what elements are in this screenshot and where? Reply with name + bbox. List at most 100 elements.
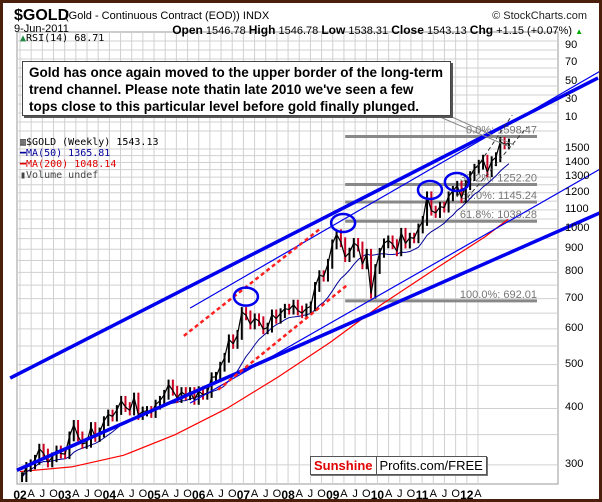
sunshine-profits-logo[interactable]: Sunshine Profits.com/FREE bbox=[310, 456, 487, 475]
ma200-legend: ━MA(200) 1048.14 bbox=[20, 159, 116, 170]
fib-label: 100.0%: 692.01 bbox=[460, 289, 537, 301]
price-segment bbox=[133, 397, 139, 416]
trendline-thick bbox=[9, 76, 599, 380]
price-segment bbox=[422, 196, 428, 221]
ohlc-readout: Open 1546.78 High 1546.78 Low 1538.31 Cl… bbox=[172, 23, 583, 37]
rsi-tick-label: 30 bbox=[565, 93, 578, 105]
price-segment bbox=[215, 366, 221, 378]
trendline-thick bbox=[16, 211, 599, 472]
y-tick-label: 1200 bbox=[565, 185, 590, 198]
y-tick-label: 500 bbox=[565, 357, 584, 370]
price-segment bbox=[344, 252, 350, 258]
price-segment bbox=[361, 253, 368, 265]
rsi-tick-label: 70 bbox=[565, 56, 578, 68]
x-tick-label: 07 bbox=[236, 488, 251, 502]
up-triangle-icon: ▲ bbox=[575, 27, 583, 36]
price-segment bbox=[116, 400, 122, 411]
x-tick-label: O bbox=[93, 488, 103, 500]
callout-pointer bbox=[439, 116, 511, 148]
top-circle bbox=[329, 212, 357, 234]
price-segment bbox=[193, 390, 200, 401]
rsi-icon: ▲ bbox=[20, 33, 27, 44]
price-segment bbox=[310, 286, 316, 307]
price-segment bbox=[495, 141, 501, 158]
price-segment bbox=[409, 237, 415, 239]
close-label: Close bbox=[391, 23, 424, 37]
x-tick-label: J bbox=[307, 488, 314, 500]
price-segment bbox=[263, 327, 268, 330]
price-segment bbox=[400, 232, 407, 244]
price-segment bbox=[249, 318, 256, 325]
price-segment bbox=[138, 410, 144, 416]
x-tick-label: J bbox=[352, 488, 358, 500]
price-segment bbox=[163, 384, 170, 395]
price-segment bbox=[129, 397, 135, 411]
open-label: Open bbox=[172, 23, 203, 37]
price-segment bbox=[314, 274, 320, 288]
y-tick-label: 700 bbox=[565, 291, 584, 304]
y-tick-label: 900 bbox=[565, 242, 584, 255]
price-segment bbox=[107, 413, 113, 418]
price-segment bbox=[504, 142, 510, 145]
x-tick-label: J bbox=[128, 488, 135, 500]
price-segment bbox=[348, 242, 355, 253]
rsi-tick-label: 10 bbox=[565, 111, 578, 123]
price-segment bbox=[284, 308, 290, 311]
x-tick-label: O bbox=[406, 488, 416, 500]
x-tick-label: J bbox=[84, 488, 90, 500]
x-tick-label: O bbox=[49, 488, 58, 500]
price-bars-icon: ▥ bbox=[20, 137, 27, 148]
rsi-legend-text: RSI(14) 68.71 bbox=[26, 33, 105, 44]
x-tick-label: A bbox=[384, 488, 393, 500]
price-segment bbox=[232, 334, 239, 345]
open-value: 1546.78 bbox=[205, 25, 246, 37]
price-segment bbox=[435, 206, 441, 214]
x-tick-label: O bbox=[272, 488, 282, 500]
x-tick-label: A bbox=[295, 488, 303, 500]
price-segment bbox=[103, 414, 109, 422]
chart-title: $GOLD bbox=[14, 7, 70, 24]
price-segment bbox=[448, 190, 454, 197]
price-segment bbox=[60, 452, 66, 455]
low-value: 1538.31 bbox=[348, 25, 389, 37]
price-segment bbox=[327, 244, 333, 264]
x-tick-label: A bbox=[429, 488, 437, 500]
price-segment bbox=[417, 220, 424, 229]
price-segment bbox=[176, 391, 182, 399]
chg-label: Chg bbox=[469, 23, 494, 37]
top-circle bbox=[443, 171, 471, 193]
price-segment bbox=[336, 233, 342, 243]
x-tick-label: A bbox=[27, 488, 35, 500]
price-segment bbox=[112, 409, 118, 417]
price-segment bbox=[374, 252, 381, 270]
ma200-line bbox=[19, 218, 509, 473]
price-segment bbox=[64, 436, 71, 455]
x-tick-label: A bbox=[474, 488, 482, 500]
y-tick-label: 600 bbox=[565, 321, 584, 334]
price-segment bbox=[228, 338, 234, 345]
low-label: Low bbox=[321, 23, 346, 37]
price-segment bbox=[38, 448, 45, 454]
price-segment bbox=[405, 237, 411, 244]
volume-legend: ▮Volume undef bbox=[20, 170, 98, 181]
x-tick-label: 02 bbox=[13, 488, 27, 502]
price-segment bbox=[297, 309, 303, 314]
top-circle bbox=[416, 179, 444, 201]
callout-pointer bbox=[451, 116, 515, 146]
trendline-red-dash bbox=[183, 228, 321, 337]
rsi-tick-label: 50 bbox=[565, 75, 578, 87]
x-tick-label: J bbox=[218, 488, 224, 500]
volume-legend-text: Volume undef bbox=[26, 170, 99, 181]
price-segment bbox=[267, 314, 273, 328]
x-tick-label: J bbox=[39, 488, 46, 500]
price-segment bbox=[223, 339, 230, 358]
price-segment bbox=[280, 308, 286, 314]
x-tick-label: 09 bbox=[326, 488, 340, 502]
x-tick-label: O bbox=[138, 488, 148, 500]
y-tick-label: 300 bbox=[565, 457, 584, 470]
price-legend: ▥$GOLD (Weekly) 1543.13 bbox=[20, 137, 158, 148]
price-segment bbox=[125, 406, 131, 411]
fib-label: 50.0%: 1145.24 bbox=[461, 190, 537, 202]
price-segment bbox=[275, 312, 282, 320]
x-tick-label: A bbox=[250, 488, 259, 500]
